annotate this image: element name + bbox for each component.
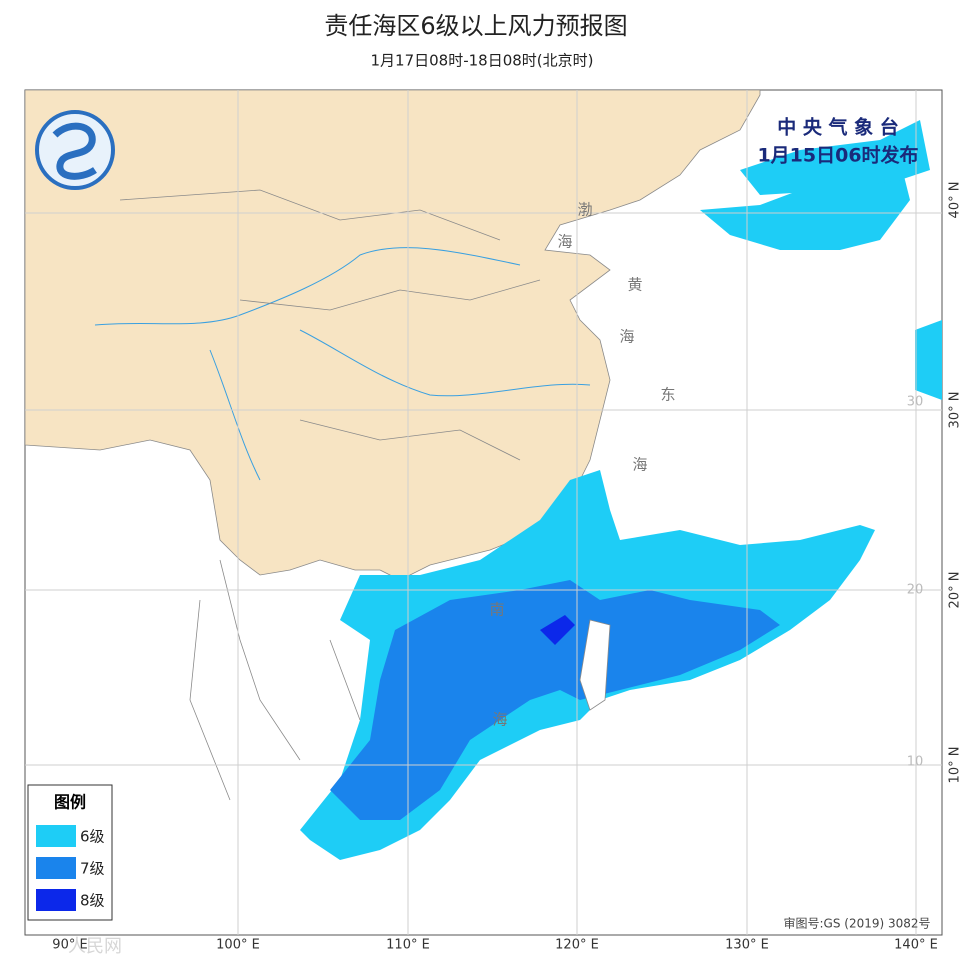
lat-labels: 40° N 30° N 20° N 10° N: [948, 182, 963, 784]
issuer-name: 中 央 气 象 台: [777, 116, 898, 139]
lat-label: 30° N: [948, 392, 963, 429]
wind-area-8: [540, 615, 575, 645]
sea-label: 海: [557, 233, 572, 251]
inner-lat-label: 30: [907, 395, 924, 410]
lon-label: 90° E: [52, 938, 87, 953]
legend-swatch: [36, 889, 76, 911]
rivers: [94, 247, 591, 481]
lon-label: 140° E: [894, 938, 938, 953]
legend-swatch: [36, 857, 76, 879]
lat-label: 20° N: [948, 572, 963, 609]
issue-time: 1月15日06时发布: [757, 144, 918, 167]
legend-label: 6级: [80, 828, 105, 846]
approval-number: 审图号:GS (2019) 3082号: [783, 916, 930, 931]
graticule: [25, 90, 942, 935]
inner-lat-labels: 30 20 10: [907, 395, 924, 770]
lon-label: 120° E: [555, 938, 599, 953]
sea-label: 黄: [627, 276, 642, 294]
title: 责任海区6级以上风力预报图: [324, 12, 627, 40]
lon-label: 130° E: [725, 938, 769, 953]
logo: [35, 110, 115, 190]
lat-label: 10° N: [948, 747, 963, 784]
sea-labels: 渤 海 黄 海 东 海 南 海: [489, 201, 675, 729]
watermark: 人民网: [68, 936, 122, 957]
land-luzon: [579, 619, 611, 711]
sea-label: 渤: [577, 201, 592, 219]
legend-swatch: [36, 825, 76, 847]
subtitle: 1月17日08时-18日08时(北京时): [370, 52, 593, 70]
borders: [119, 189, 541, 801]
wind-area-6: [915, 320, 942, 400]
legend-label: 7级: [80, 860, 105, 878]
inner-lat-label: 10: [907, 755, 924, 770]
wind-area-6: [740, 120, 930, 195]
wind-area-7: [330, 580, 780, 820]
lat-label: 40° N: [948, 182, 963, 219]
legend-title: 图例: [54, 793, 86, 812]
lon-label: 110° E: [386, 938, 430, 953]
lon-labels: 90° E 100° E 110° E 120° E 130° E 140° E: [52, 938, 938, 953]
legend-label: 8级: [80, 892, 105, 910]
inner-lat-label: 20: [907, 583, 924, 598]
sea-label: 海: [619, 328, 634, 346]
sea-label: 南: [489, 601, 504, 619]
sea-label: 海: [632, 456, 647, 474]
sea-label: 东: [660, 386, 675, 404]
sea-label: 海: [492, 711, 507, 729]
legend: 图例 6级 7级 8级: [27, 784, 113, 921]
lon-label: 100° E: [216, 938, 260, 953]
map: 中 央 气 象 台 1月15日06时发布 渤 海 黄 海 东 海 南 海 30 …: [24, 89, 943, 936]
